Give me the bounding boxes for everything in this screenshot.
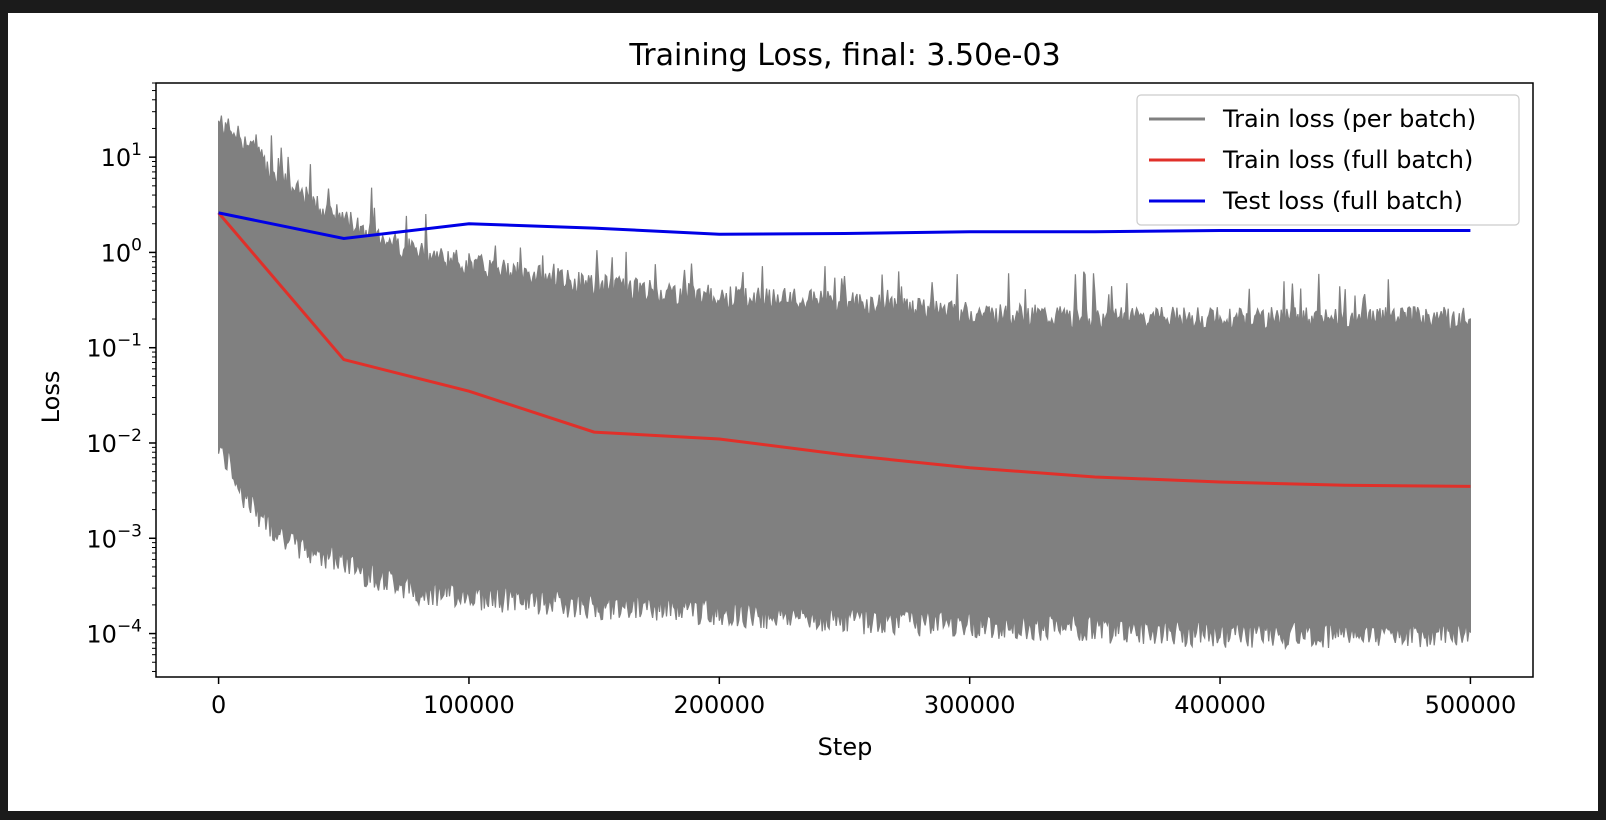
axes-frame [155, 82, 1534, 678]
figure-canvas: Training Loss, final: 3.50e-03 0 100000 20… [8, 13, 1598, 811]
x-tick-label: 300000 [924, 691, 1016, 719]
y-tick-label: 10−1 [86, 331, 142, 363]
y-tick-label: 10−4 [86, 617, 142, 649]
chart-title: Training Loss, final: 3.50e-03 [628, 38, 1060, 73]
y-axis-label: Loss [37, 371, 65, 424]
x-tick-label: 500000 [1425, 691, 1517, 719]
legend-label: Test loss (full batch) [1222, 187, 1463, 215]
x-tick-label: 400000 [1174, 691, 1266, 719]
chart: Training Loss, final: 3.50e-03 0 100000 20… [37, 38, 1534, 761]
plot-area [217, 115, 1472, 651]
x-tick-label: 100000 [423, 691, 515, 719]
legend-label: Train loss (per batch) [1222, 105, 1476, 133]
series-per-batch-band [218, 115, 1472, 651]
y-tick-label: 101 [101, 140, 142, 172]
x-tick-label: 0 [211, 691, 226, 719]
axis-ticks: 0 100000 200000 300000 400000 500000 101 100 10−… [86, 82, 1517, 719]
x-tick-label: 200000 [674, 691, 766, 719]
y-tick-label: 10−3 [86, 521, 142, 553]
legend-label: Train loss (full batch) [1222, 146, 1473, 174]
y-tick-label: 100 [101, 235, 142, 267]
series-test-full-line [218, 211, 1471, 241]
legend-box [1136, 94, 1520, 226]
legend: Train loss (per batch) Train loss (full b… [1136, 94, 1520, 226]
y-tick-label: 10−2 [86, 426, 142, 458]
x-axis-label: Step [818, 733, 873, 761]
series-train-full-line [217, 211, 1471, 488]
